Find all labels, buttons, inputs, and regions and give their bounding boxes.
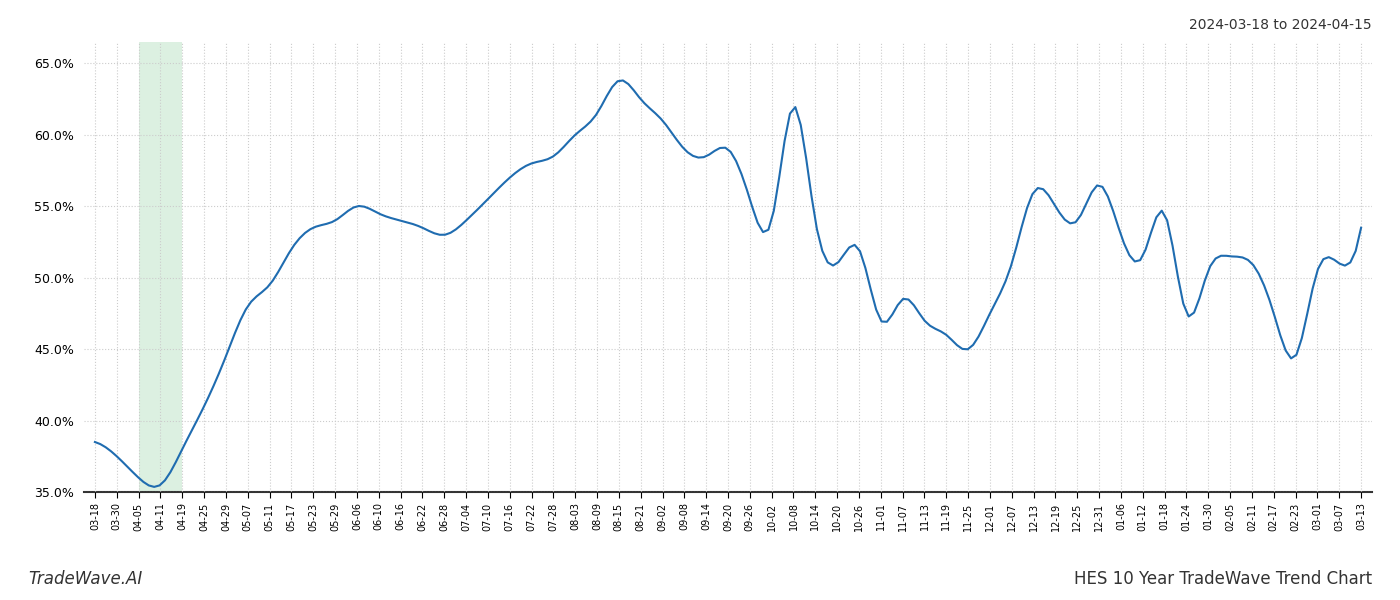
Bar bbox=[139, 42, 182, 492]
Text: 2024-03-18 to 2024-04-15: 2024-03-18 to 2024-04-15 bbox=[1190, 18, 1372, 32]
Text: HES 10 Year TradeWave Trend Chart: HES 10 Year TradeWave Trend Chart bbox=[1074, 570, 1372, 588]
Text: TradeWave.AI: TradeWave.AI bbox=[28, 570, 143, 588]
